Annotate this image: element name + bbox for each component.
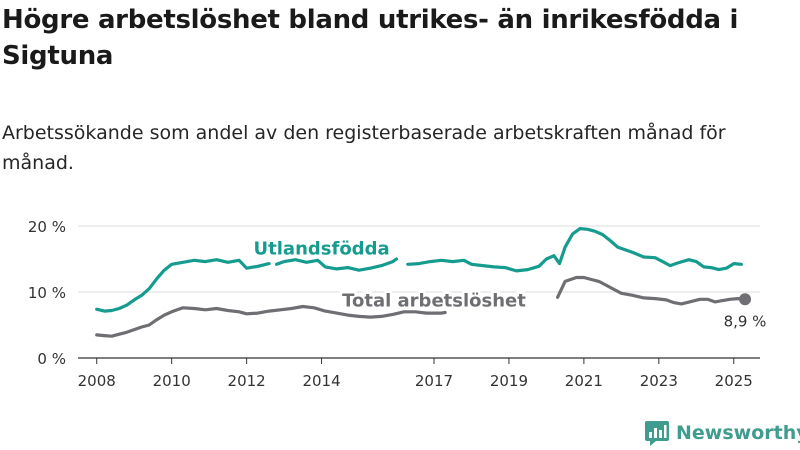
- series-label-utlandsf-dda: Utlandsfödda: [254, 238, 390, 259]
- newsworthy-chart-icon: [645, 421, 669, 446]
- x-tick-label: 2019: [490, 372, 528, 390]
- chart-subtitle: Arbetssökande som andel av den registerb…: [2, 122, 726, 174]
- newsworthy-logo[interactable]: Newsworthy: [644, 418, 800, 448]
- end-point-marker: [739, 293, 752, 306]
- x-tick-label: 2017: [415, 372, 453, 390]
- chart-title: Högre arbetslöshet bland utrikes- än inr…: [2, 5, 739, 71]
- series-line-total-arbetsl-shet: [95, 304, 447, 338]
- series-line-total-arbetsl-shet: [556, 275, 747, 306]
- series-line-utlandsf-dda: [95, 258, 271, 313]
- x-tick-label: 2023: [640, 372, 678, 390]
- brand-name: Newsworthy: [676, 422, 800, 444]
- x-tick-label: 2014: [302, 372, 340, 390]
- series-label-total-arbetsl-shet: Total arbetslöshet: [342, 291, 526, 312]
- end-value-label: 8,9 %: [724, 312, 767, 330]
- x-tick-label: 2010: [153, 372, 191, 390]
- x-tick-label: 2025: [715, 372, 753, 390]
- x-tick-label: 2008: [78, 372, 116, 390]
- y-tick-label: 20 %: [28, 218, 66, 236]
- y-tick-label: 0 %: [37, 350, 66, 368]
- series-line-utlandsf-dda: [406, 227, 743, 273]
- series-line-utlandsf-dda: [275, 257, 399, 272]
- y-tick-label: 10 %: [28, 284, 66, 302]
- x-tick-label: 2021: [565, 372, 603, 390]
- x-tick-label: 2012: [228, 372, 266, 390]
